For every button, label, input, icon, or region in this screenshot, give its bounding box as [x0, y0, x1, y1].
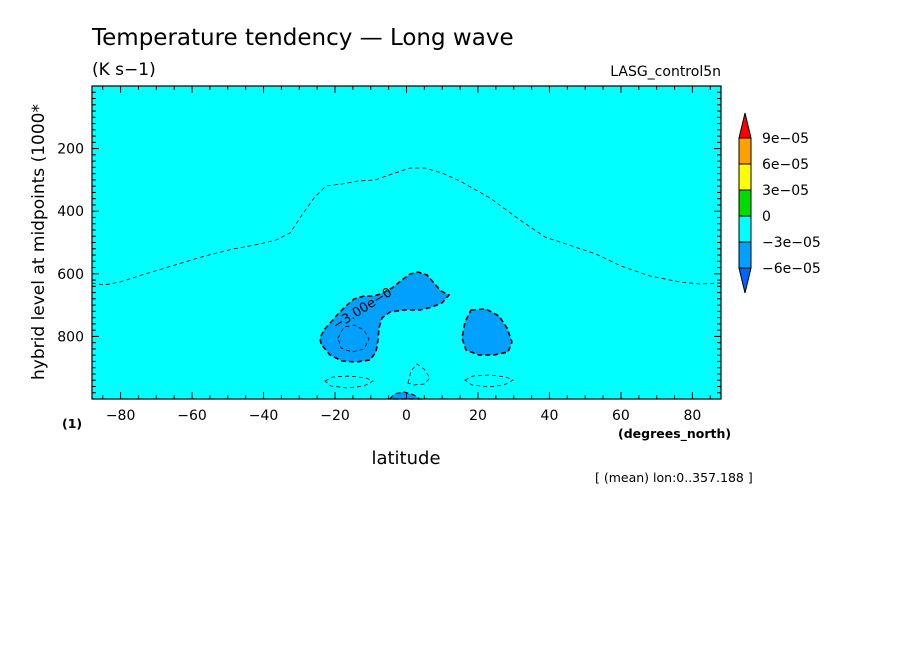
y-tick-label: 800: [57, 329, 84, 345]
units-label: (K s−1): [92, 60, 156, 80]
colorbar-band-minus3e-05-0: [738, 215, 752, 243]
y-axis-label: hybrid level at midpoints (1000*: [29, 104, 49, 380]
x-axis: −80 −60 −40 −20 0 20 40 60 80: [102, 86, 711, 424]
colorbar-label: −3e−05: [762, 235, 821, 251]
chart-title: Temperature tendency — Long wave: [91, 25, 514, 51]
x-tick-label: −40: [249, 408, 279, 424]
contour-line-low-left: [324, 375, 374, 389]
y-tick-label: 200: [57, 142, 84, 158]
colorbar-label: 3e−05: [762, 183, 809, 199]
colorbar-band-3e-05-6e-05: [738, 163, 752, 191]
colorbar-label: −6e−05: [762, 261, 821, 277]
x-tick-label: −80: [106, 408, 136, 424]
colorbar-label: 0: [762, 209, 771, 225]
contour-line-low-right: [464, 374, 514, 388]
colorbar: 9e−05 6e−05 3e−05 0 −3e−05 −6e−05: [738, 112, 821, 294]
x-tick-label: −60: [177, 408, 207, 424]
contour-line-inner-southern: [337, 324, 370, 353]
colorbar-band-0-3e-05: [738, 189, 752, 217]
colorbar-band-minus6e-05-minus3e-05: [738, 241, 752, 269]
x-tick-label: 0: [402, 408, 411, 424]
y-tick-label: 600: [57, 267, 84, 283]
x-axis-label: latitude: [371, 448, 440, 469]
contour-line-low-center: [407, 363, 431, 386]
colorbar-band-6e-05-9e-05: [738, 137, 752, 165]
contour-region-bottom: [388, 391, 422, 400]
colorbar-max-arrow: [738, 112, 752, 139]
x-tick-label: 60: [612, 408, 630, 424]
colorbar-label: 9e−05: [762, 131, 809, 147]
y-axis: 200 400 600 800: [57, 91, 721, 394]
x-tick-label: 40: [541, 408, 559, 424]
dataset-label: LASG_control5n: [610, 64, 721, 80]
footer-note: [ (mean) lon:0..357.188 ]: [595, 470, 753, 485]
x-tick-label: −20: [320, 408, 350, 424]
plot-background: [92, 86, 721, 399]
y-tick-label: 400: [57, 204, 84, 220]
x-tick-label: 20: [469, 408, 487, 424]
contour-region-southern: [319, 271, 451, 363]
x-tick-label: 80: [683, 408, 701, 424]
contour-region-northern: [461, 308, 513, 356]
x-axis-unit: (degrees_north): [618, 426, 731, 442]
y-axis-unit: (1): [62, 416, 82, 431]
colorbar-min-arrow: [738, 267, 752, 294]
plot-area: −3.00e−0: [91, 85, 722, 400]
colorbar-label: 6e−05: [762, 157, 809, 173]
